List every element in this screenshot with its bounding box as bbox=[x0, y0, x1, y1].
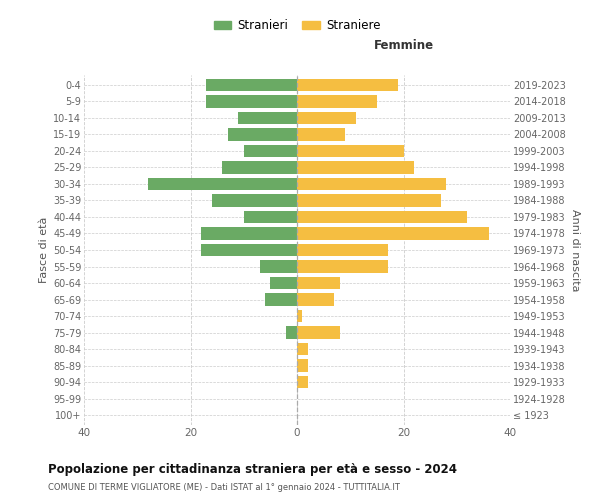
Bar bbox=[265, 294, 297, 306]
Bar bbox=[223, 162, 297, 173]
Bar bbox=[297, 95, 377, 108]
Bar bbox=[297, 310, 302, 322]
Bar bbox=[297, 78, 398, 91]
Bar bbox=[206, 78, 297, 91]
Bar bbox=[297, 194, 441, 206]
Bar bbox=[244, 145, 297, 157]
Bar bbox=[297, 178, 446, 190]
Bar bbox=[297, 228, 489, 239]
Legend: Stranieri, Straniere: Stranieri, Straniere bbox=[209, 14, 385, 37]
Bar bbox=[228, 128, 297, 140]
Bar bbox=[297, 376, 308, 388]
Bar bbox=[148, 178, 297, 190]
Bar bbox=[297, 277, 340, 289]
Bar bbox=[297, 211, 467, 223]
Text: Femmine: Femmine bbox=[373, 40, 434, 52]
Bar bbox=[238, 112, 297, 124]
Bar bbox=[201, 244, 297, 256]
Bar bbox=[206, 95, 297, 108]
Bar bbox=[297, 128, 345, 140]
Bar bbox=[297, 260, 388, 272]
Bar bbox=[260, 260, 297, 272]
Y-axis label: Anni di nascita: Anni di nascita bbox=[570, 209, 580, 291]
Bar bbox=[297, 294, 334, 306]
Bar bbox=[271, 277, 297, 289]
Text: Popolazione per cittadinanza straniera per età e sesso - 2024: Popolazione per cittadinanza straniera p… bbox=[48, 462, 457, 475]
Bar bbox=[201, 228, 297, 239]
Bar bbox=[297, 162, 414, 173]
Bar bbox=[297, 145, 404, 157]
Bar bbox=[212, 194, 297, 206]
Text: COMUNE DI TERME VIGLIATORE (ME) - Dati ISTAT al 1° gennaio 2024 - TUTTITALIA.IT: COMUNE DI TERME VIGLIATORE (ME) - Dati I… bbox=[48, 482, 400, 492]
Bar bbox=[297, 343, 308, 355]
Bar bbox=[286, 326, 297, 338]
Bar bbox=[297, 360, 308, 372]
Bar bbox=[297, 112, 356, 124]
Bar bbox=[244, 211, 297, 223]
Bar bbox=[297, 326, 340, 338]
Bar bbox=[297, 244, 388, 256]
Y-axis label: Fasce di età: Fasce di età bbox=[38, 217, 49, 283]
